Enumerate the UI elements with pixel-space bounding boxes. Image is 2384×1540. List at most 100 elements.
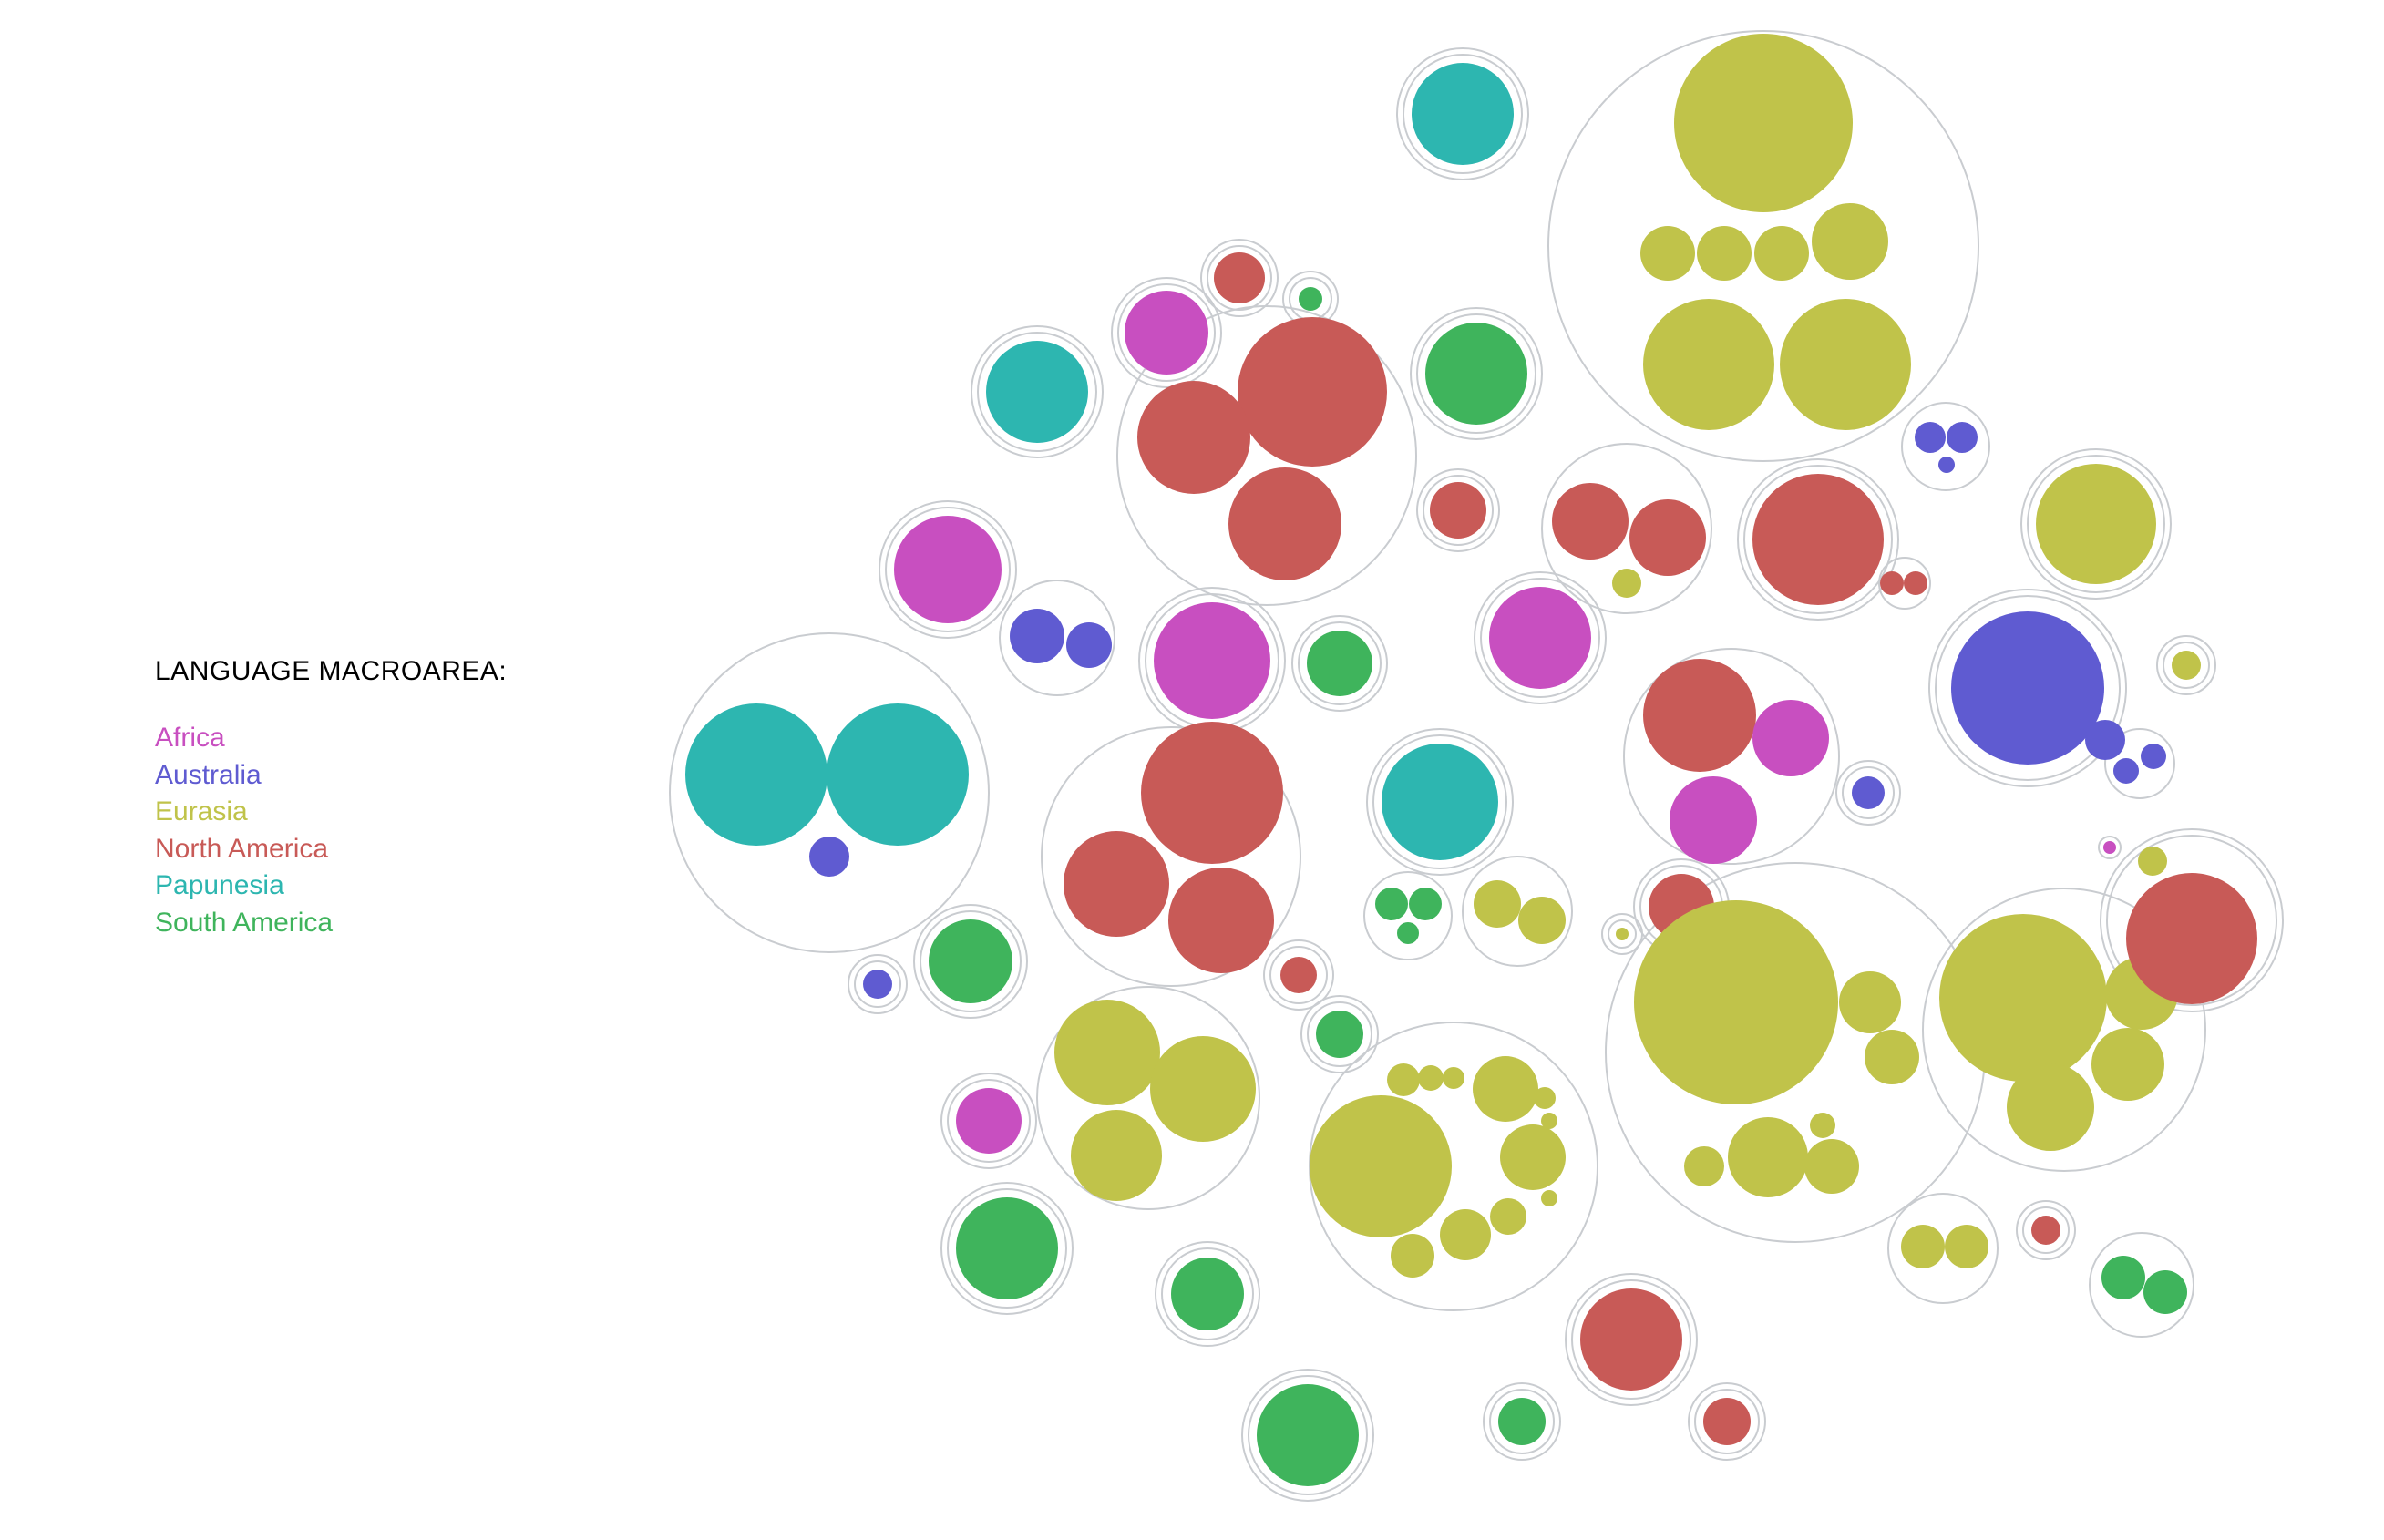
data-circle-eurasia xyxy=(1387,1063,1420,1096)
data-circle-north_america xyxy=(1880,571,1904,595)
legend-item: South America xyxy=(155,905,507,942)
data-circle-south_america xyxy=(2101,1256,2145,1299)
data-circle-north_america xyxy=(1430,482,1486,539)
data-circle-eurasia xyxy=(1780,299,1911,430)
data-circle-north_america xyxy=(1238,317,1387,467)
data-circle-south_america xyxy=(1316,1011,1363,1058)
data-circle-eurasia xyxy=(1640,226,1695,281)
data-circle-north_america xyxy=(1064,831,1169,937)
data-circle-eurasia xyxy=(1684,1146,1724,1186)
data-circle-africa xyxy=(1670,776,1757,864)
data-circle-eurasia xyxy=(1310,1095,1452,1237)
data-circle-eurasia xyxy=(1500,1124,1566,1190)
legend-items: AfricaAustraliaEurasiaNorth AmericaPapun… xyxy=(155,720,507,941)
data-circle-eurasia xyxy=(1150,1036,1256,1142)
data-circle-africa xyxy=(894,516,1002,623)
data-circle-eurasia xyxy=(1071,1110,1162,1201)
data-circle-eurasia xyxy=(1674,34,1853,212)
data-circle-eurasia xyxy=(2138,847,2167,876)
data-circle-africa xyxy=(956,1088,1022,1154)
data-circle-australia xyxy=(1951,611,2104,765)
data-circle-africa xyxy=(1154,602,1270,719)
data-circle-australia xyxy=(1915,422,1946,453)
data-circle-north_america xyxy=(1904,571,1927,595)
data-circle-south_america xyxy=(1425,323,1527,425)
data-circle-africa xyxy=(1125,291,1208,375)
data-circle-south_america xyxy=(1498,1398,1546,1445)
data-circle-australia xyxy=(809,837,849,877)
data-circle-eurasia xyxy=(1728,1117,1808,1197)
data-circle-north_america xyxy=(1141,722,1283,864)
data-circle-eurasia xyxy=(1473,1056,1538,1122)
data-circle-north_america xyxy=(1280,957,1317,993)
legend: LANGUAGE MACROAREA: AfricaAustraliaEuras… xyxy=(155,656,507,941)
data-circle-south_america xyxy=(1299,287,1322,311)
data-circle-south_america xyxy=(1307,631,1372,696)
data-circle-north_america xyxy=(1552,483,1629,560)
data-circle-eurasia xyxy=(1945,1225,1988,1268)
data-circle-eurasia xyxy=(1865,1030,1919,1084)
data-circle-africa xyxy=(2103,841,2116,854)
data-circle-eurasia xyxy=(1443,1067,1464,1089)
legend-item: Papunesia xyxy=(155,868,507,905)
data-circle-australia xyxy=(2085,720,2125,760)
data-circle-eurasia xyxy=(2172,651,2201,680)
legend-item: Australia xyxy=(155,757,507,795)
data-circle-australia xyxy=(1938,457,1955,473)
data-circle-eurasia xyxy=(1634,900,1838,1104)
data-circle-eurasia xyxy=(1541,1113,1557,1129)
data-circle-eurasia xyxy=(1810,1113,1835,1138)
data-circle-eurasia xyxy=(1612,569,1641,598)
data-circle-australia xyxy=(2113,758,2139,784)
data-circle-eurasia xyxy=(1474,880,1521,928)
data-circle-north_america xyxy=(2126,873,2257,1004)
data-circle-south_america xyxy=(1409,888,1442,920)
data-circle-eurasia xyxy=(1490,1198,1526,1235)
data-circle-south_america xyxy=(1257,1384,1359,1486)
data-circle-north_america xyxy=(1214,252,1265,303)
data-circle-south_america xyxy=(1375,888,1408,920)
data-circle-south_america xyxy=(929,919,1012,1003)
data-circle-australia xyxy=(2141,744,2166,769)
data-circle-eurasia xyxy=(1054,1000,1160,1105)
data-circle-eurasia xyxy=(2036,464,2156,584)
data-circle-australia xyxy=(1010,609,1064,663)
data-circle-eurasia xyxy=(1440,1209,1491,1260)
data-circle-eurasia xyxy=(1901,1225,1945,1268)
data-circle-australia xyxy=(1852,776,1885,809)
data-circle-north_america xyxy=(1580,1288,1682,1391)
data-circle-africa xyxy=(1752,700,1829,776)
data-circle-eurasia xyxy=(1616,928,1629,940)
data-circle-south_america xyxy=(1397,922,1419,944)
data-circle-papunesia xyxy=(1412,63,1514,165)
data-circle-eurasia xyxy=(1697,226,1752,281)
data-circle-eurasia xyxy=(1541,1190,1557,1206)
data-circle-north_america xyxy=(2031,1216,2060,1245)
legend-title: LANGUAGE MACROAREA: xyxy=(155,656,507,687)
data-circle-eurasia xyxy=(1804,1139,1859,1194)
data-circle-eurasia xyxy=(2091,1028,2164,1101)
data-circle-papunesia xyxy=(827,703,969,846)
data-circle-north_america xyxy=(1168,868,1274,973)
data-circle-australia xyxy=(863,970,892,999)
data-circle-north_america xyxy=(1629,499,1706,576)
data-circle-north_america xyxy=(1643,659,1756,772)
data-circle-eurasia xyxy=(1839,971,1901,1033)
group-outline xyxy=(1902,403,1989,490)
legend-item: Eurasia xyxy=(155,794,507,831)
data-circle-eurasia xyxy=(1518,897,1566,944)
group-outline xyxy=(1364,872,1452,960)
data-circle-eurasia xyxy=(1418,1065,1444,1091)
data-circle-eurasia xyxy=(1391,1234,1434,1278)
data-circle-eurasia xyxy=(1812,203,1888,280)
data-circle-africa xyxy=(1489,587,1591,689)
data-circle-north_america xyxy=(1228,467,1341,580)
data-circle-papunesia xyxy=(685,703,827,846)
data-circle-eurasia xyxy=(2007,1063,2094,1151)
legend-item: Africa xyxy=(155,720,507,757)
data-circle-papunesia xyxy=(1382,744,1498,860)
data-circle-eurasia xyxy=(1643,299,1774,430)
data-circle-south_america xyxy=(2143,1270,2187,1314)
data-circle-eurasia xyxy=(1754,226,1809,281)
data-circle-papunesia xyxy=(986,341,1088,443)
